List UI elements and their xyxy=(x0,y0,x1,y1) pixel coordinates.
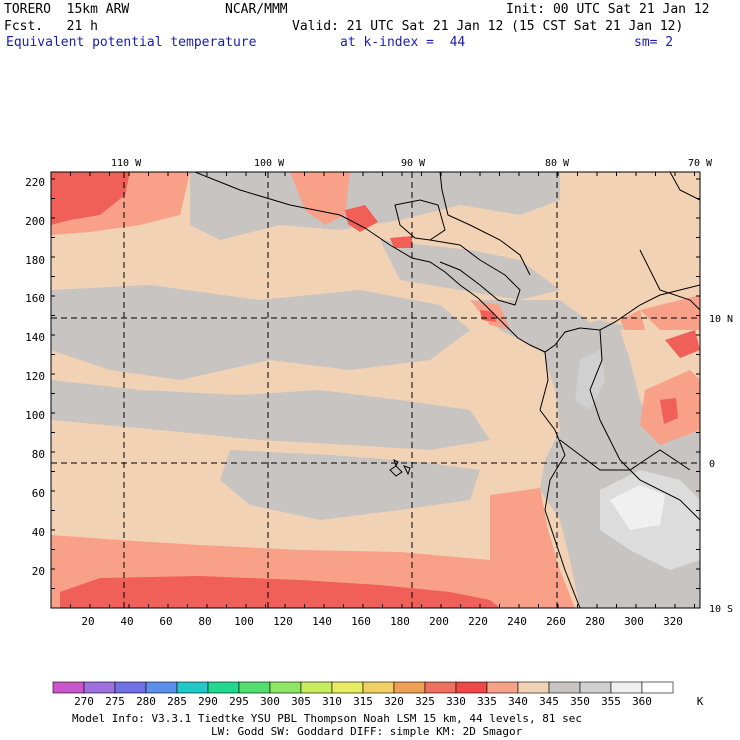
y-tick-label: 180 xyxy=(25,254,45,267)
x-tick-labels: 20 40 60 80 100 120 140 160 180 200 220 … xyxy=(81,615,683,628)
tick-marks xyxy=(50,172,700,609)
lon-label: 100 W xyxy=(254,158,285,169)
colorbar-swatch xyxy=(83,681,116,694)
colorbar-swatch xyxy=(424,681,457,694)
init-time: Init: 00 UTC Sat 21 Jan 12 xyxy=(506,2,710,17)
theta-e-field xyxy=(51,172,700,608)
colorbar-label: 335 xyxy=(477,695,497,708)
colorbar-swatch xyxy=(641,681,674,694)
latlon-grid xyxy=(51,172,700,608)
lon-label: 90 W xyxy=(401,158,426,169)
colorbar-swatch xyxy=(300,681,333,694)
colorbar-label: 330 xyxy=(446,695,466,708)
y-tick-label: 200 xyxy=(25,215,45,228)
lon-label: 80 W xyxy=(545,158,570,169)
y-tick-label: 100 xyxy=(25,409,45,422)
colorbar-swatch xyxy=(393,681,426,694)
y-tick-label: 20 xyxy=(32,565,45,578)
x-tick-label: 80 xyxy=(198,615,211,628)
y-tick-labels: 220 200 180 160 140 120 100 80 60 40 20 xyxy=(25,176,45,578)
x-tick-label: 40 xyxy=(120,615,133,628)
lat-label: 10 N xyxy=(709,314,733,325)
colorbar-swatch xyxy=(455,681,488,694)
x-tick-label: 180 xyxy=(390,615,410,628)
x-tick-label: 320 xyxy=(663,615,683,628)
colorbar-label: 360 xyxy=(632,695,652,708)
colorbar-swatch xyxy=(331,681,364,694)
colorbar xyxy=(52,681,674,694)
colorbar-swatch xyxy=(207,681,240,694)
x-tick-label: 140 xyxy=(312,615,332,628)
colorbar-swatch xyxy=(517,681,550,694)
colorbar-swatch xyxy=(486,681,519,694)
colorbar-label: 300 xyxy=(260,695,280,708)
lat-label: 0 xyxy=(709,459,715,470)
colorbar-labels: 270 275 280 285 290 295 300 305 310 315 … xyxy=(74,695,704,708)
colorbar-swatch xyxy=(114,681,147,694)
y-tick-label: 120 xyxy=(25,370,45,383)
x-tick-label: 300 xyxy=(624,615,644,628)
colorbar-swatch xyxy=(269,681,302,694)
coastlines xyxy=(194,172,700,608)
y-tick-label: 40 xyxy=(32,526,45,539)
y-tick-label: 140 xyxy=(25,331,45,344)
plot-frame xyxy=(50,171,701,609)
colorbar-label: 285 xyxy=(167,695,187,708)
y-tick-label: 160 xyxy=(25,292,45,305)
x-tick-label: 280 xyxy=(585,615,605,628)
x-tick-label: 20 xyxy=(81,615,94,628)
colorbar-label: 355 xyxy=(601,695,621,708)
colorbar-label: 270 xyxy=(74,695,94,708)
colorbar-label: 275 xyxy=(105,695,125,708)
colorbar-label: 320 xyxy=(384,695,404,708)
colorbar-label: 315 xyxy=(353,695,373,708)
x-tick-label: 160 xyxy=(351,615,371,628)
colorbar-label: 340 xyxy=(508,695,528,708)
org-label: NCAR/MMM xyxy=(225,2,288,17)
forecast-hour: Fcst. 21 h xyxy=(4,19,98,34)
x-tick-label: 100 xyxy=(234,615,254,628)
lat-labels: 10 N 0 10 S xyxy=(709,314,733,615)
model-info: Model Info: V3.3.1 Tiedtke YSU PBL Thomp… xyxy=(72,712,582,725)
colorbar-label: 345 xyxy=(539,695,559,708)
x-tick-label: 120 xyxy=(273,615,293,628)
y-tick-label: 220 xyxy=(25,176,45,189)
field-name: Equivalent potential temperature xyxy=(6,35,257,50)
colorbar-label: 280 xyxy=(136,695,156,708)
colorbar-unit: K xyxy=(697,695,704,708)
x-tick-label: 60 xyxy=(159,615,172,628)
lon-labels: 110 W 100 W 90 W 80 W 70 W xyxy=(111,158,713,169)
colorbar-swatch xyxy=(52,681,85,694)
colorbar-swatch xyxy=(610,681,643,694)
lon-label: 70 W xyxy=(688,158,713,169)
x-tick-label: 240 xyxy=(507,615,527,628)
colorbar-label: 295 xyxy=(229,695,249,708)
y-tick-label: 60 xyxy=(32,487,45,500)
colorbar-swatch xyxy=(362,681,395,694)
level-label: at k-index = 44 xyxy=(340,35,466,50)
x-tick-label: 260 xyxy=(546,615,566,628)
colorbar-swatch xyxy=(548,681,581,694)
physics-info: LW: Godd SW: Goddard DIFF: simple KM: 2D… xyxy=(211,725,523,738)
colorbar-swatch xyxy=(238,681,271,694)
x-tick-label: 200 xyxy=(429,615,449,628)
colorbar-swatch xyxy=(145,681,178,694)
smooth-label: sm= 2 xyxy=(634,35,674,50)
y-tick-label: 80 xyxy=(32,448,45,461)
lat-label: 10 S xyxy=(709,604,733,615)
colorbar-label: 305 xyxy=(291,695,311,708)
colorbar-label: 350 xyxy=(570,695,590,708)
colorbar-label: 310 xyxy=(322,695,342,708)
colorbar-swatch xyxy=(176,681,209,694)
colorbar-swatch xyxy=(579,681,612,694)
model-title: TORERO 15km ARW xyxy=(4,2,130,17)
x-tick-label: 220 xyxy=(468,615,488,628)
lon-label: 110 W xyxy=(111,158,142,169)
colorbar-label: 325 xyxy=(415,695,435,708)
valid-time: Valid: 21 UTC Sat 21 Jan 12 (15 CST Sat … xyxy=(292,19,684,34)
colorbar-label: 290 xyxy=(198,695,218,708)
